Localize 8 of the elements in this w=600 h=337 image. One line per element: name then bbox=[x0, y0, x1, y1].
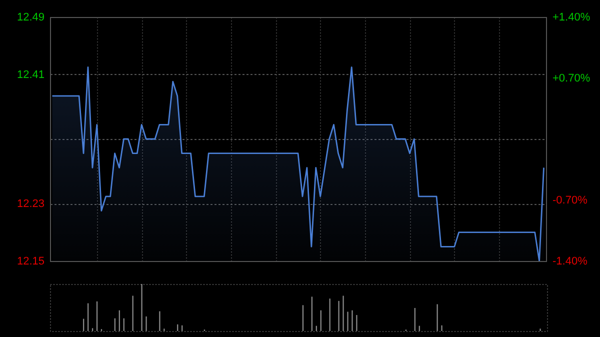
y-tick-label: 12.49 bbox=[16, 12, 44, 24]
y2-tick-label: +0.70% bbox=[552, 72, 590, 84]
y-tick-label: 12.41 bbox=[16, 68, 44, 81]
y2-tick-label: -0.70% bbox=[552, 194, 588, 206]
y2-tick-label: +1.40% bbox=[552, 12, 590, 24]
y-tick-label: 12.15 bbox=[16, 256, 44, 268]
y-tick-label: 12.23 bbox=[16, 198, 44, 210]
y2-tick-label: -1.40% bbox=[552, 256, 588, 268]
